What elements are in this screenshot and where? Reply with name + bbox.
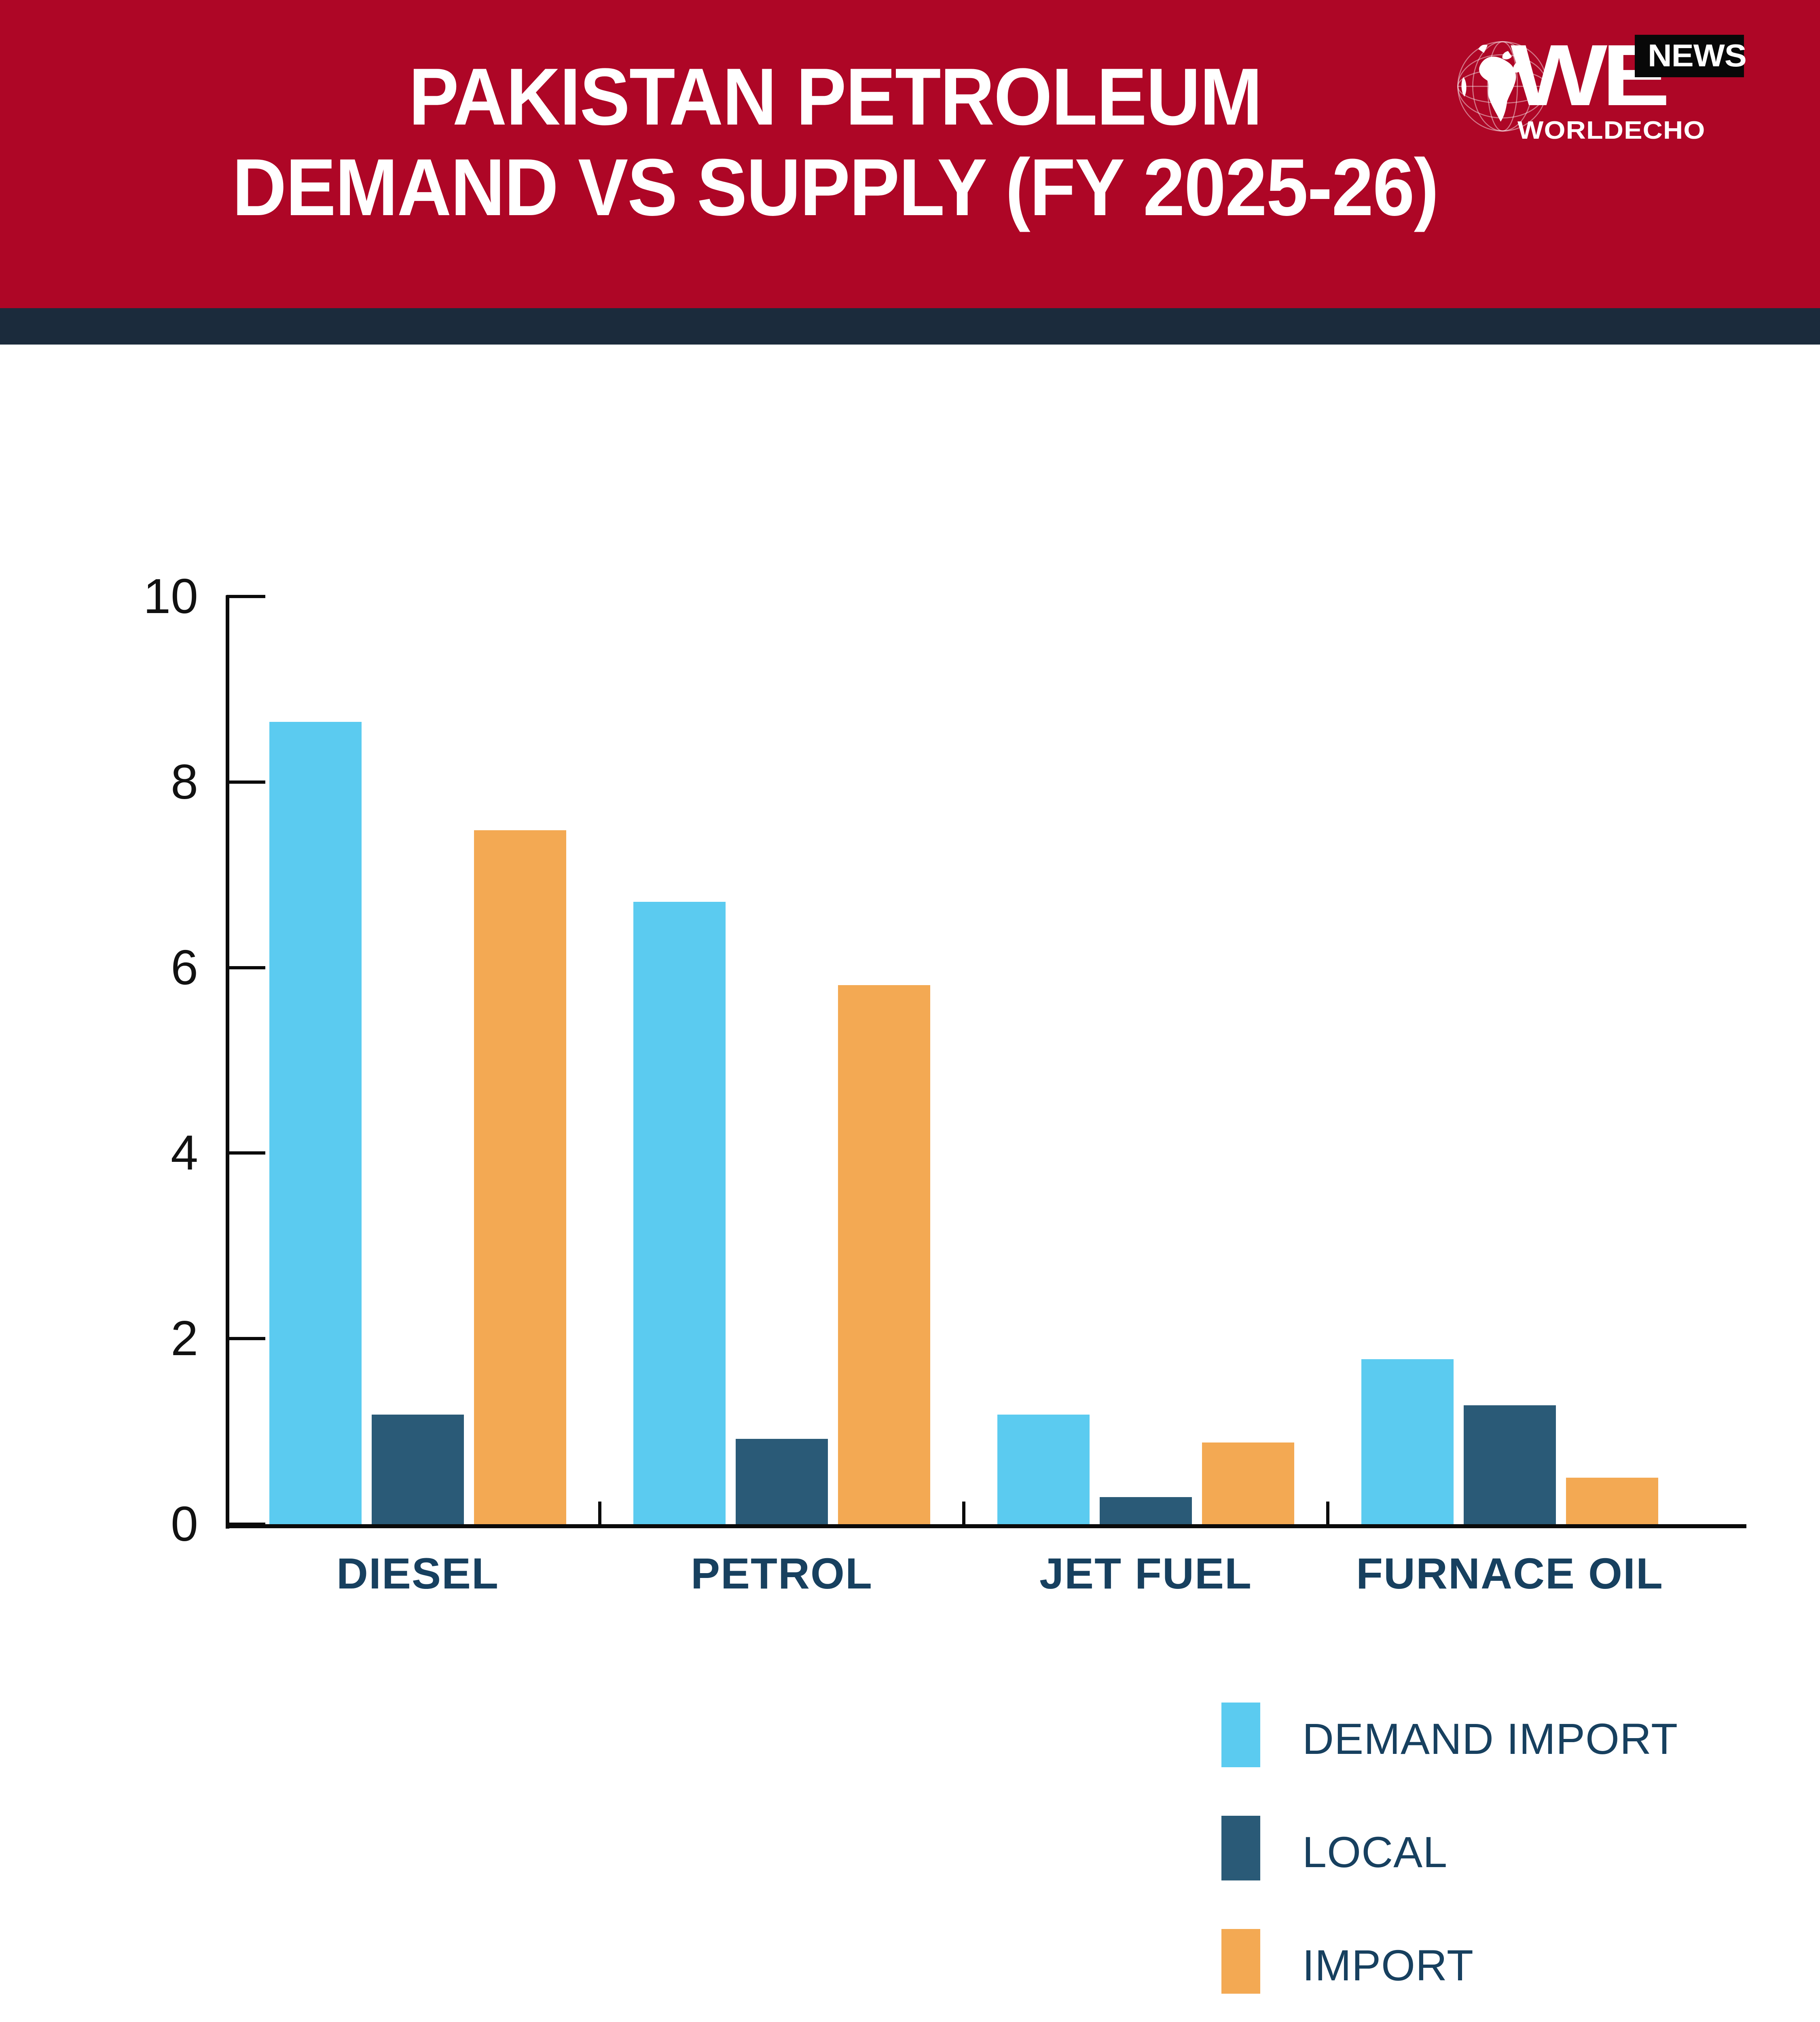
legend-item[interactable]: IMPORT: [1221, 1929, 1747, 2022]
x-axis-group-tick: [1326, 1502, 1329, 1524]
y-axis-tick: [226, 780, 265, 784]
y-axis-tick: [226, 595, 265, 598]
x-axis-group-tick: [598, 1502, 601, 1524]
bar-jet-fuel-demand-import: [997, 1415, 1090, 1524]
legend-swatch: [1221, 1703, 1260, 1767]
y-axis-tick-label: 4: [171, 1125, 198, 1180]
y-axis-line: [226, 595, 229, 1529]
bar-chart-plot: 0 2 4 6 8 10 DIESEL PETROL JET FUEL FURNACE OIL: [0, 345, 1820, 2022]
bar-diesel-demand-import: [269, 721, 362, 1524]
bar-jet-fuel-import: [1202, 1442, 1294, 1524]
header-banner: PAKISTAN PETROLEUM DEMAND VS SUPPLY (FY …: [0, 0, 1820, 308]
header-divider: [0, 308, 1820, 345]
y-axis-tick: [226, 1523, 265, 1526]
x-axis-category-label: DIESEL: [336, 1549, 499, 1598]
bar-petrol-local: [736, 1438, 828, 1524]
y-axis-tick: [226, 1151, 265, 1155]
logo-wordmark: WORLDECHO: [1517, 116, 1706, 144]
brand-logo[interactable]: WE WORLDECHO NEWS: [1448, 32, 1771, 149]
legend-item-label: IMPORT: [1302, 1941, 1474, 1990]
y-axis-tick-label: 8: [171, 754, 198, 809]
page-title: PAKISTAN PETROLEUM DEMAND VS SUPPLY (FY …: [232, 52, 1439, 233]
y-axis-tick: [226, 1337, 265, 1341]
legend-swatch: [1221, 1929, 1260, 1994]
bar-petrol-import: [838, 985, 930, 1524]
news-badge-label: NEWS: [1648, 38, 1747, 73]
y-axis-tick-label: 10: [143, 569, 198, 624]
y-axis-tick-label: 0: [171, 1496, 198, 1551]
bar-diesel-local: [372, 1415, 464, 1524]
y-axis-tick-label: 6: [171, 939, 198, 995]
bar-furnace-oil-demand-import: [1361, 1359, 1454, 1524]
x-axis-category-label: PETROL: [690, 1549, 873, 1598]
legend-item[interactable]: DEMAND IMPORT: [1221, 1703, 1747, 1816]
bar-jet-fuel-local: [1100, 1497, 1192, 1524]
bar-furnace-oil-local: [1464, 1405, 1556, 1524]
x-axis-category-label: JET FUEL: [1039, 1549, 1253, 1598]
y-axis-tick: [226, 966, 265, 969]
chart-legend: DEMAND IMPORT LOCAL IMPORT: [1221, 1703, 1747, 2022]
globe-icon: [1457, 41, 1548, 132]
legend-swatch: [1221, 1816, 1260, 1880]
x-axis-line: [226, 1524, 1746, 1528]
bar-diesel-import: [474, 830, 566, 1524]
bar-petrol-demand-import: [633, 901, 726, 1524]
bar-furnace-oil-import: [1566, 1478, 1658, 1524]
legend-item[interactable]: LOCAL: [1221, 1816, 1747, 1929]
y-axis-tick-label: 2: [171, 1311, 198, 1366]
x-axis-group-tick: [962, 1502, 965, 1524]
news-badge: [1635, 35, 1744, 77]
x-axis-category-label: FURNACE OIL: [1356, 1549, 1663, 1598]
legend-item-label: LOCAL: [1302, 1827, 1448, 1876]
chart-container: 0 2 4 6 8 10 DIESEL PETROL JET FUEL FURNACE OIL: [0, 345, 1820, 2022]
legend-item-label: DEMAND IMPORT: [1302, 1714, 1678, 1763]
